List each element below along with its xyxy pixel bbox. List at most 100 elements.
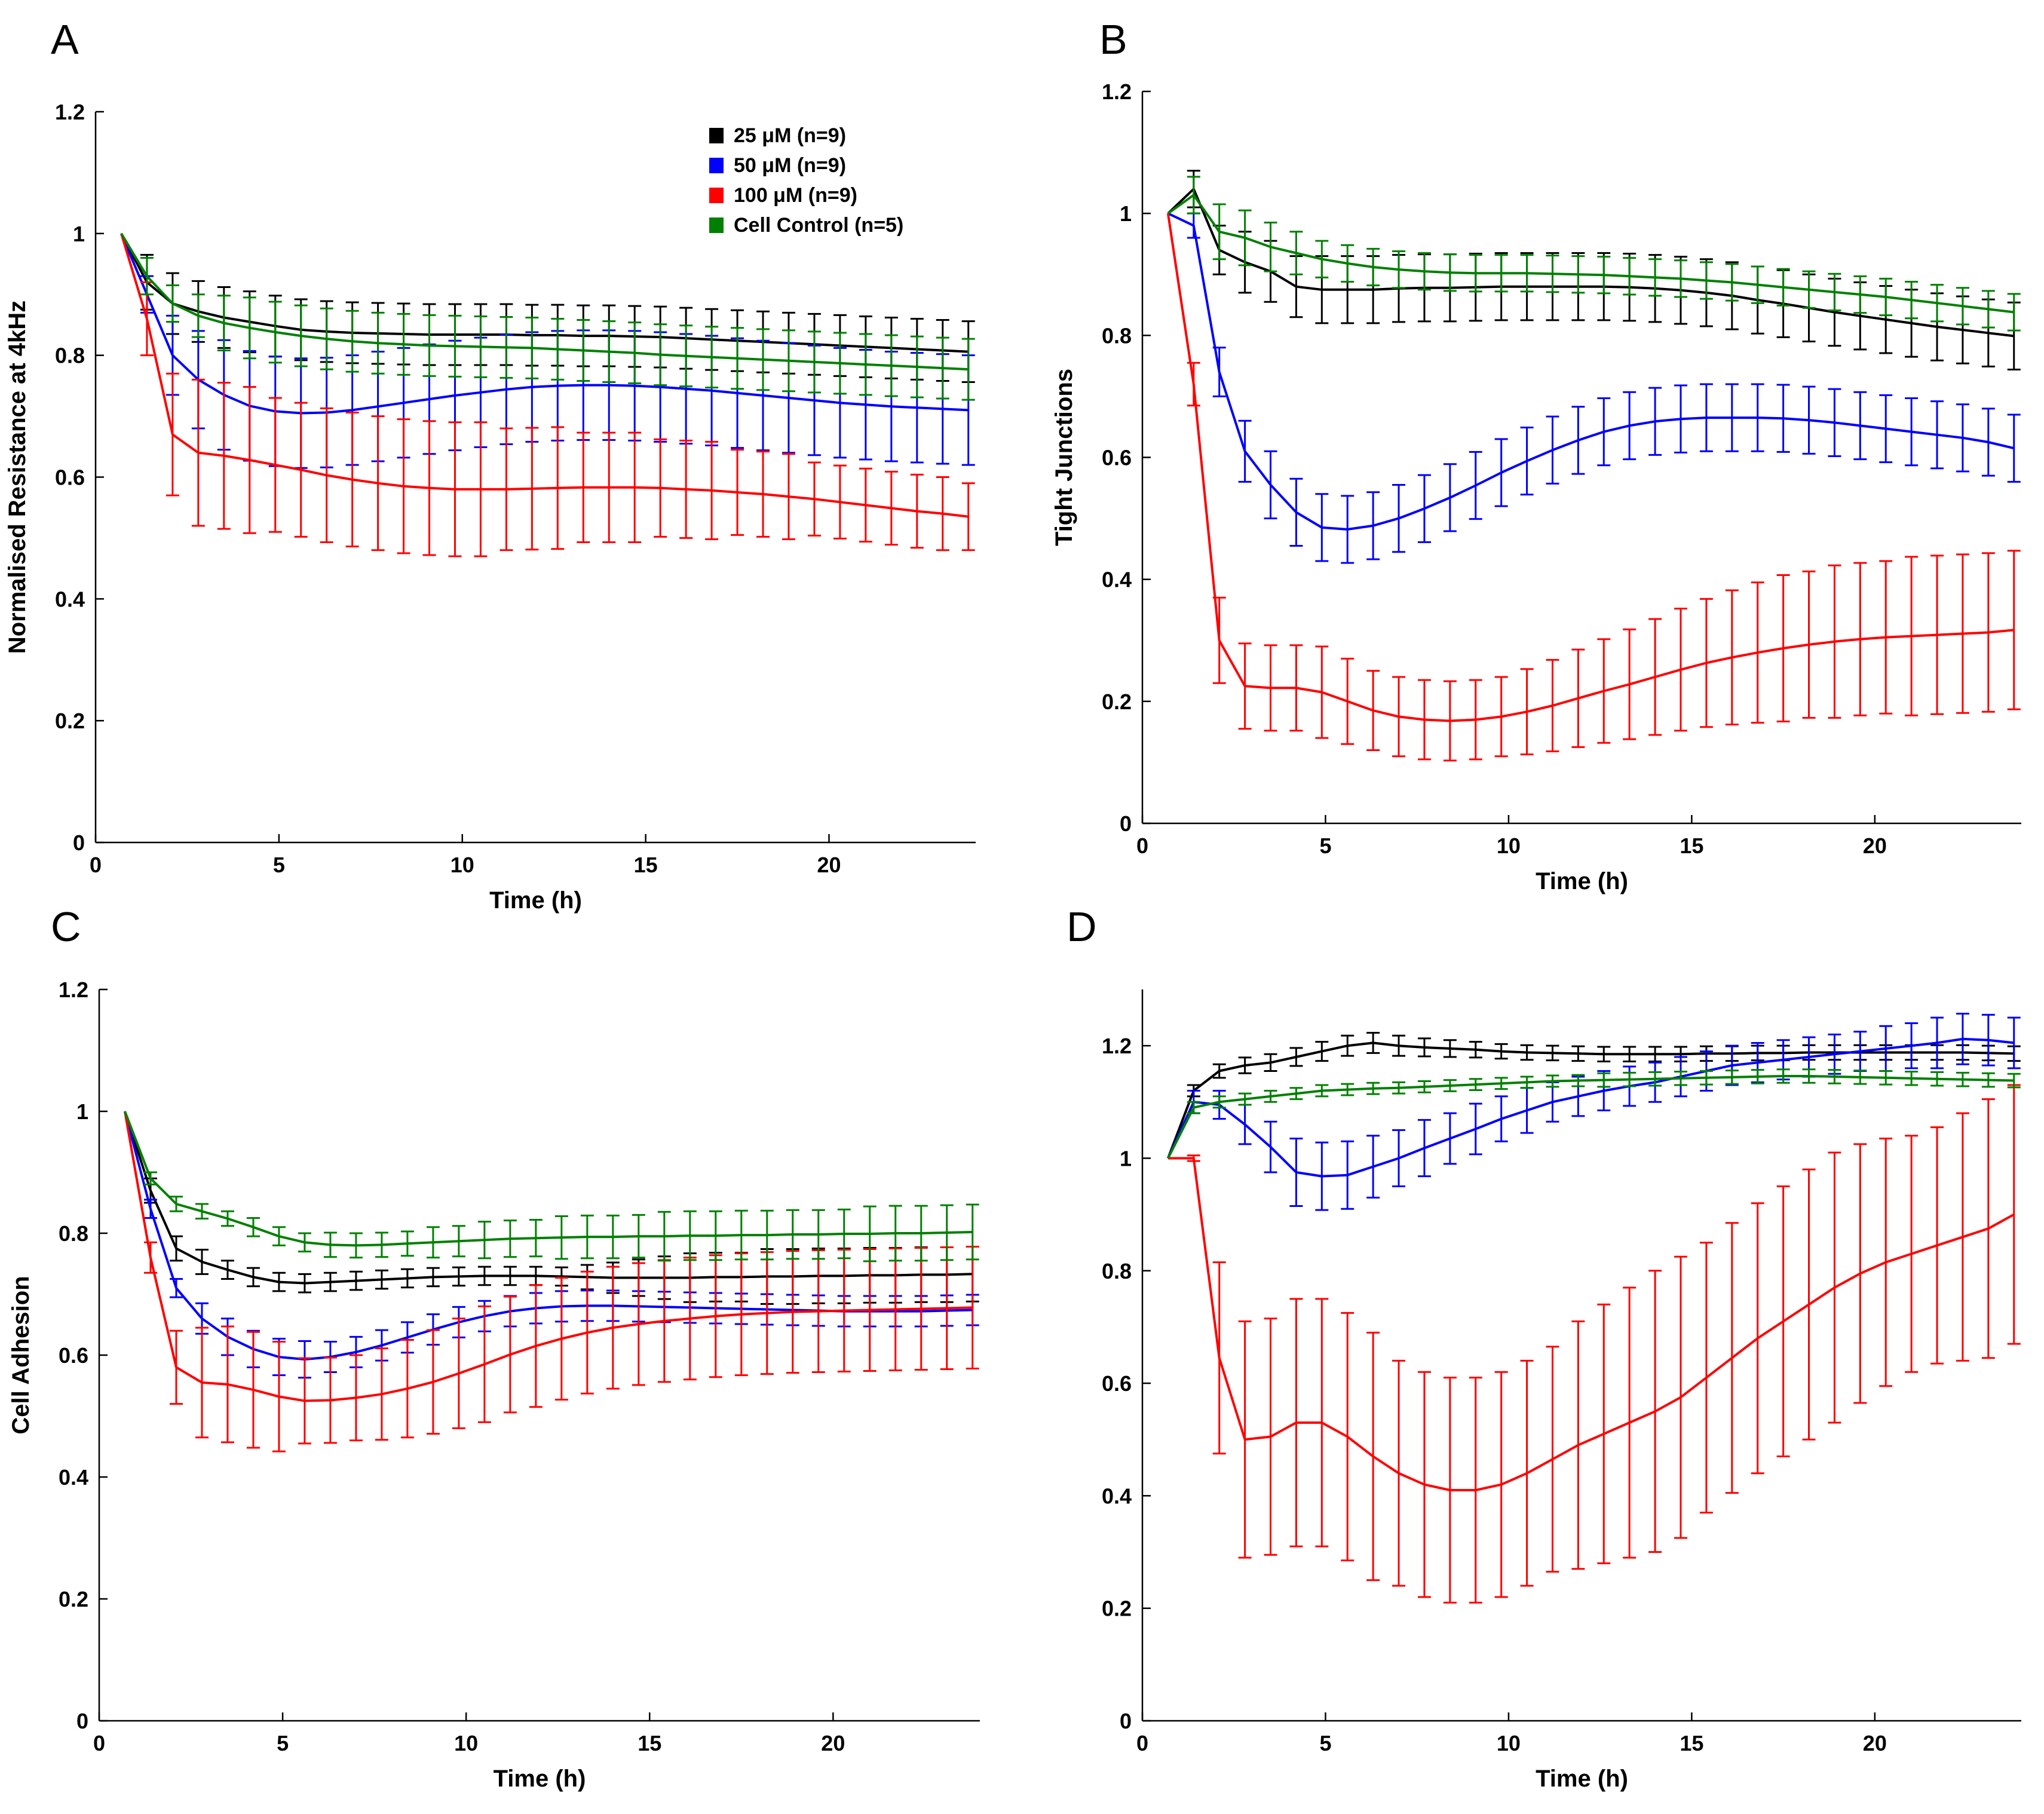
y-tick-label: 0.4 xyxy=(1102,568,1132,592)
y-tick-label: 0.2 xyxy=(1102,690,1132,714)
y-tick-label: 0.8 xyxy=(55,344,85,368)
series-line xyxy=(120,232,969,371)
legend-swatch xyxy=(709,128,724,143)
x-tick-label: 0 xyxy=(93,1731,105,1755)
series-4 xyxy=(124,1111,979,1263)
legend-entry: 25 μM (n=9) xyxy=(734,124,846,147)
x-tick-label: 5 xyxy=(273,853,285,877)
series-3 xyxy=(124,1111,979,1453)
x-tick-label: 15 xyxy=(1680,834,1703,858)
series-3 xyxy=(1166,213,2021,762)
y-tick-label: 1 xyxy=(1120,1146,1132,1170)
y-tick-label: 0.8 xyxy=(1102,1259,1132,1283)
series-4 xyxy=(120,232,975,401)
series-2 xyxy=(1167,212,2021,564)
x-tick-label: 5 xyxy=(1319,1731,1331,1755)
x-tick-label: 15 xyxy=(1680,1731,1703,1755)
panel-label-a: A xyxy=(51,16,79,63)
series-line xyxy=(124,1111,973,1247)
y-tick-label: 1.2 xyxy=(1102,1034,1132,1058)
x-tick-label: 20 xyxy=(821,1731,845,1755)
x-tick-label: 0 xyxy=(1136,834,1148,858)
series-line xyxy=(1167,1037,2014,1178)
x-tick-label: 10 xyxy=(454,1731,478,1755)
panel-label-c: C xyxy=(51,903,81,950)
x-tick-label: 0 xyxy=(90,853,102,877)
x-axis-title: Time (h) xyxy=(494,1766,586,1792)
series-3 xyxy=(1167,1084,2021,1604)
panel-label-b: B xyxy=(1099,16,1127,63)
x-axis-title: Time (h) xyxy=(1536,868,1628,894)
chart-panel-d: 0 5 10 15 20 0 0.2 0.4 0.6 0.8 1 1.2 Time (h) xyxy=(1102,989,2021,1792)
series-line xyxy=(1167,1075,2014,1159)
y-tick-label: 0 xyxy=(1120,1709,1132,1733)
legend-entry: Cell Control (n=5) xyxy=(734,214,903,237)
y-tick-label: 0 xyxy=(76,1709,88,1733)
series-line xyxy=(124,1111,973,1361)
y-tick-label: 0.6 xyxy=(55,465,85,490)
series-line xyxy=(120,233,969,518)
legend-swatch xyxy=(709,217,724,233)
x-axis-title: Time (h) xyxy=(489,887,582,914)
chart-panel-c: 0 5 10 15 20 0 0.2 0.4 0.6 0.8 1 1.2 Time (h) Cell Ad… xyxy=(8,978,980,1792)
series-line xyxy=(1166,213,2014,722)
y-tick-label: 1.2 xyxy=(59,978,88,1002)
x-tick-label: 15 xyxy=(634,853,658,877)
y-axis-title: Tight Junctions xyxy=(1051,369,1077,546)
x-tick-label: 0 xyxy=(1136,1731,1148,1755)
legend: 25 μM (n=9) 50 μM (n=9) 100 μM (n=9) Cell C… xyxy=(709,124,903,237)
y-tick-label: 0 xyxy=(73,831,85,855)
legend-entry: 50 μM (n=9) xyxy=(734,154,846,177)
y-tick-label: 1 xyxy=(1120,201,1132,226)
y-tick-label: 0.2 xyxy=(1102,1597,1132,1621)
series-line xyxy=(120,233,969,415)
legend-swatch xyxy=(709,188,724,203)
y-tick-label: 0 xyxy=(1120,811,1132,836)
x-tick-label: 10 xyxy=(1497,1731,1521,1755)
x-tick-label: 15 xyxy=(638,1731,661,1755)
series-line xyxy=(124,1111,973,1285)
x-tick-label: 20 xyxy=(1863,834,1887,858)
y-tick-label: 0.6 xyxy=(1102,1371,1132,1396)
y-tick-label: 0.2 xyxy=(55,709,85,733)
x-tick-label: 5 xyxy=(1319,834,1331,858)
series-2 xyxy=(1167,1012,2021,1211)
x-tick-label: 10 xyxy=(1497,834,1521,858)
series-line xyxy=(1167,1041,2014,1159)
y-tick-label: 0.4 xyxy=(1102,1484,1132,1508)
legend-entry: 100 μM (n=9) xyxy=(734,184,857,207)
y-tick-label: 0.8 xyxy=(59,1221,88,1246)
series-4 xyxy=(1167,176,2021,332)
series-3 xyxy=(120,233,975,557)
x-tick-label: 5 xyxy=(277,1731,289,1755)
y-axis-title: Cell Adhesion xyxy=(8,1276,34,1434)
chart-panel-a: 0 5 10 15 20 0 0.2 0.4 0.6 0.8 1 1.2 Time (h) Normali… xyxy=(4,100,976,914)
legend-swatch xyxy=(709,158,724,173)
y-tick-label: 0.2 xyxy=(59,1587,88,1611)
y-tick-label: 1 xyxy=(73,222,85,246)
chart-panel-b: 0 5 10 15 20 0 0.2 0.4 0.6 0.8 1 1.2 Time (h) Tight J… xyxy=(1051,79,2021,894)
series-4 xyxy=(1167,1068,2021,1159)
y-tick-label: 1.2 xyxy=(55,100,85,124)
y-tick-label: 0.8 xyxy=(1102,323,1132,348)
y-tick-label: 1.2 xyxy=(1102,79,1132,104)
x-tick-label: 20 xyxy=(817,853,841,877)
y-tick-label: 0.4 xyxy=(59,1465,88,1490)
y-tick-label: 0.6 xyxy=(1102,446,1132,470)
series-line xyxy=(124,1111,973,1402)
y-tick-label: 0.4 xyxy=(55,587,85,611)
series-line xyxy=(1167,1157,2015,1491)
y-tick-label: 0.6 xyxy=(59,1343,88,1368)
x-axis-title: Time (h) xyxy=(1536,1766,1628,1792)
y-axis-title: Normalised Resistance at 4kHz xyxy=(4,301,30,654)
panel-label-d: D xyxy=(1067,903,1097,950)
x-tick-label: 20 xyxy=(1863,1731,1887,1755)
series-line xyxy=(120,232,969,353)
series-line xyxy=(1167,188,2014,338)
series-1 xyxy=(124,1111,979,1305)
series-line xyxy=(1167,194,2014,314)
x-tick-label: 10 xyxy=(451,853,474,877)
y-tick-label: 1 xyxy=(76,1099,88,1124)
